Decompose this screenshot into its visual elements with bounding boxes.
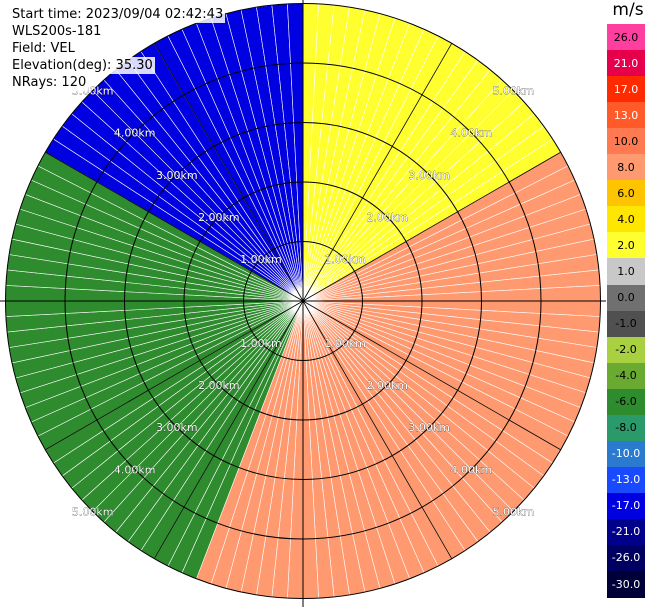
colorbar-swatch (607, 102, 645, 129)
colorbar-tick-label: -26.0 (611, 551, 641, 565)
radial-spoke (302, 151, 561, 302)
colorbar-swatch (607, 24, 645, 51)
range-label: 1.00km (324, 253, 366, 266)
colorbar-swatch (607, 544, 645, 572)
colorbar-unit: m/s (612, 0, 644, 20)
colorbar-swatch (607, 206, 645, 233)
range-label: 5.00km (72, 505, 114, 518)
range-label: 1.00km (324, 337, 366, 350)
colorbar-tick-label: 8.0 (617, 160, 635, 174)
colorbar-swatch (607, 154, 645, 181)
colorbar-swatch (607, 76, 645, 103)
radial-spoke (45, 151, 304, 302)
range-label: 3.00km (408, 421, 450, 434)
range-label: 4.00km (451, 463, 493, 476)
colorbar-swatch (607, 232, 645, 259)
radial-spoke (302, 300, 453, 559)
radial-spoke (302, 300, 561, 451)
radial-spoke (45, 300, 304, 451)
colorbar-tick-label: -21.0 (611, 525, 641, 539)
colorbar-tick-label: -4.0 (615, 369, 637, 383)
range-labels: 1.00km 2.00km 3.00km 4.00km 5.00km 1.00km 2.00… (72, 84, 535, 518)
colorbar-tick-label: -1.0 (615, 317, 637, 330)
nrays-label: NRays: 120 (11, 74, 89, 91)
colorbar-swatch (607, 284, 645, 312)
range-label: 3.00km (156, 169, 198, 182)
range-label: 3.00km (408, 169, 450, 182)
colorbar-tick-label: 26.0 (613, 30, 639, 44)
colorbar-swatch (607, 336, 645, 364)
range-label: 2.00km (198, 211, 240, 224)
colorbar-swatch (607, 492, 645, 520)
colorbar-tick-label: 2.0 (617, 238, 635, 252)
colorbar-tick-label: 10.0 (613, 134, 639, 148)
range-label: 3.00km (156, 421, 198, 434)
range-label: 4.00km (114, 127, 156, 140)
colorbar-swatch (607, 440, 645, 468)
range-label: 1.00km (240, 253, 282, 266)
colorbar-tick-label: 17.0 (613, 82, 639, 96)
range-label: 2.00km (198, 379, 240, 392)
colorbar-tick-label: -13.0 (611, 473, 641, 487)
range-label: 2.00km (366, 379, 408, 392)
colorbar-tick-label: -30.0 (611, 577, 641, 591)
colorbar-swatch (607, 128, 645, 155)
colorbar-swatch (607, 518, 645, 546)
start-time-label: Start time: 2023/09/04 02:42:43 (11, 6, 226, 23)
colorbar-tick-label: 21.0 (613, 56, 639, 70)
colorbar-swatch (607, 310, 645, 338)
colorbar-swatch (607, 362, 645, 390)
colorbar-swatch (607, 258, 645, 285)
colorbar-tick-label: -6.0 (615, 395, 637, 409)
radial-spoke (302, 43, 453, 302)
range-label: 5.00km (493, 85, 535, 98)
elevation-label: Elevation(deg): 35.30 (11, 57, 155, 74)
radial-spoke (153, 300, 304, 559)
field-label: Field: VEL (11, 40, 77, 57)
colorbar-tick-label: -17.0 (611, 499, 641, 513)
colorbar-swatch (607, 388, 645, 416)
colorbar-swatch (607, 466, 645, 494)
colorbar-tick-label: 13.0 (613, 108, 639, 122)
colorbar-tick-label: 6.0 (617, 186, 635, 200)
range-label: 4.00km (451, 127, 493, 140)
colorbar-tick-label: 0.0 (617, 291, 635, 304)
radial-spoke (153, 43, 304, 302)
velocity-sectors (5, 3, 601, 599)
colorbar-swatch (607, 571, 645, 598)
crosshair-axes (0, 0, 606, 607)
colorbar-swatch (607, 50, 645, 77)
range-label: 5.00km (493, 505, 535, 518)
colorbar-tick-label: 1.0 (617, 264, 635, 278)
instrument-label: WLS200s-181 (11, 23, 104, 40)
colorbar-tick-label: 4.0 (617, 212, 635, 226)
colorbar-swatch (607, 180, 645, 207)
colorbar-swatch (607, 414, 645, 442)
range-label: 2.00km (366, 211, 408, 224)
range-label: 4.00km (114, 463, 156, 476)
colorbar-tick-label: -8.0 (615, 421, 637, 435)
range-label: 1.00km (240, 337, 282, 350)
colorbar-tick-label: -10.0 (611, 447, 641, 461)
colorbar-tick-label: -2.0 (615, 343, 637, 357)
